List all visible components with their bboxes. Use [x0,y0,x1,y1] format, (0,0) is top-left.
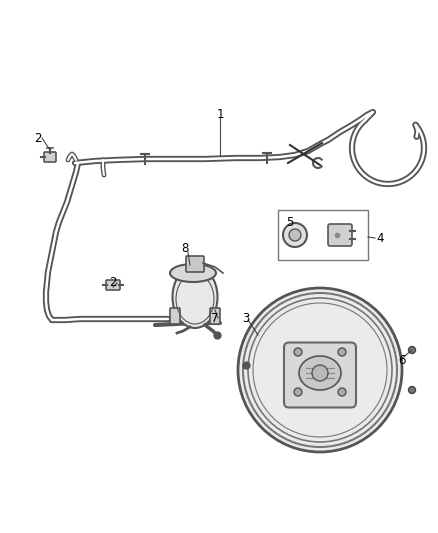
Text: 3: 3 [242,311,250,325]
Ellipse shape [173,266,218,328]
Text: 7: 7 [211,311,219,325]
Circle shape [409,346,416,353]
Text: 2: 2 [34,132,42,144]
Circle shape [312,365,328,381]
Circle shape [294,348,302,356]
Ellipse shape [299,356,341,390]
FancyBboxPatch shape [284,343,356,408]
Text: 6: 6 [398,353,406,367]
Text: 8: 8 [181,241,189,254]
Bar [278,210,368,260]
FancyBboxPatch shape [170,308,180,324]
Circle shape [409,386,416,393]
Circle shape [338,348,346,356]
FancyBboxPatch shape [106,280,120,290]
Text: 5: 5 [286,215,294,229]
FancyBboxPatch shape [44,152,56,162]
FancyBboxPatch shape [186,256,204,272]
Circle shape [283,223,307,247]
Ellipse shape [170,264,216,282]
FancyBboxPatch shape [328,224,352,246]
Circle shape [294,388,302,396]
Circle shape [289,229,301,241]
FancyBboxPatch shape [210,308,220,324]
Circle shape [338,388,346,396]
Text: 1: 1 [216,109,224,122]
Text: 2: 2 [109,277,117,289]
Text: 4: 4 [376,231,384,245]
Circle shape [238,288,402,452]
